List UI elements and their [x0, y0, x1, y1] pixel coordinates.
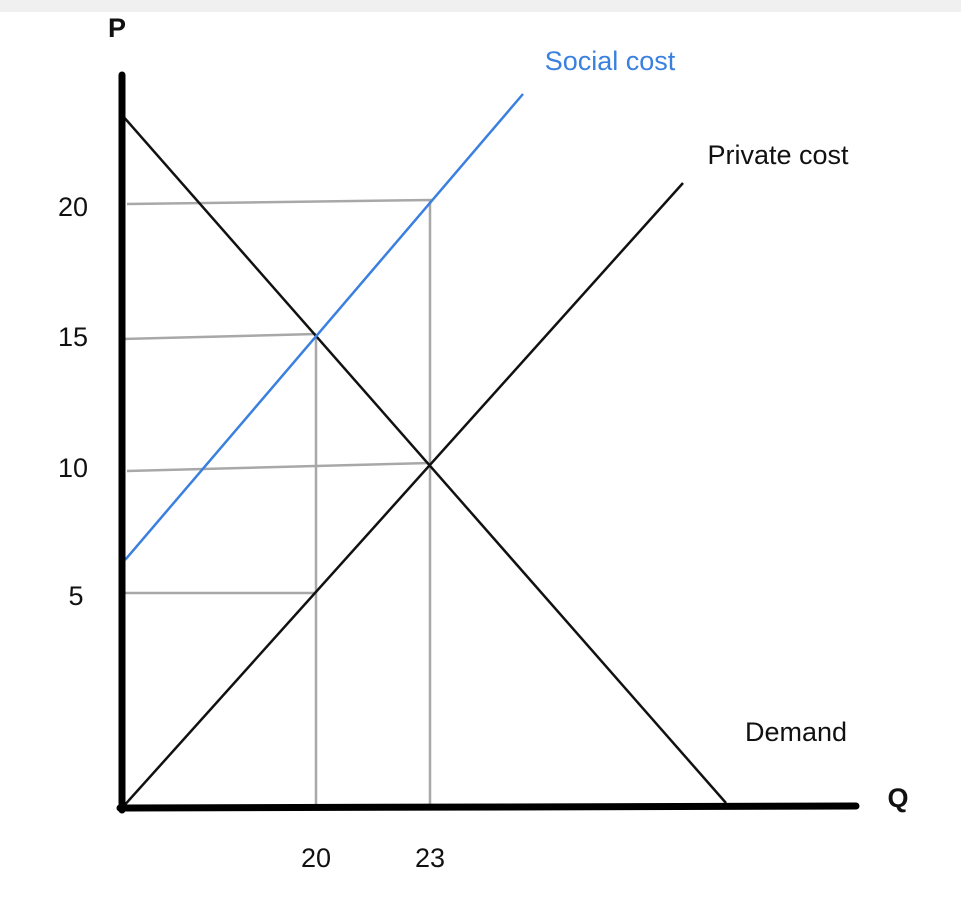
guide-line — [121, 332, 317, 341]
private-cost-curve — [121, 182, 684, 809]
guide-lines — [121, 198, 433, 805]
social-cost-curve — [124, 93, 524, 561]
y-tick-label: 10 — [58, 453, 88, 483]
x-tick-label: 23 — [415, 843, 445, 873]
x-axis-label: Q — [887, 783, 908, 813]
x-tick-label: 20 — [301, 843, 331, 873]
y-tick-label: 5 — [68, 581, 83, 611]
x-axis — [116, 802, 860, 812]
guide-line — [126, 461, 431, 473]
demand-curve — [121, 114, 727, 804]
y-tick-label: 15 — [58, 322, 88, 352]
guide-line — [126, 198, 433, 206]
demand-label: Demand — [745, 717, 847, 747]
social-cost-label: Social cost — [545, 46, 676, 76]
top-bar — [0, 0, 961, 12]
y-axis-label: P — [108, 13, 126, 43]
private-cost-label: Private cost — [707, 140, 849, 170]
y-tick-label: 20 — [58, 192, 88, 222]
